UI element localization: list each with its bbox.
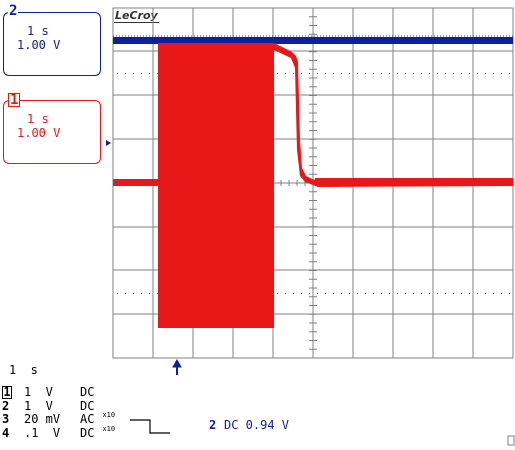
ch1-baseline-right — [315, 178, 513, 186]
channel2-box[interactable] — [3, 12, 101, 76]
ch2-trace — [113, 37, 513, 44]
channel-scale: 1 V — [24, 385, 53, 399]
channel-setting-row: 3 20 mV AC x10 — [2, 411, 116, 427]
channel-scale: 1 V — [24, 398, 53, 413]
channel-setting-row: 2 1 V DC — [2, 399, 94, 413]
channel2-volts: 1.00 V — [17, 38, 61, 52]
ch1-burst — [158, 43, 274, 328]
ch1-baseline-left — [113, 179, 158, 186]
trigger-readout: DC 0.94 V — [224, 418, 290, 432]
channel-scale: .1 V — [24, 425, 61, 440]
channel2-number: 2 — [8, 3, 19, 19]
channel1-number: 1 — [8, 92, 21, 108]
falling-edge-icon — [130, 419, 170, 434]
channel-number: 2 — [2, 398, 10, 413]
channel-setting-row: 4 .1 V DC x10 — [2, 424, 116, 440]
channel-coupling: DC — [80, 398, 95, 413]
timebase-readout: 1 s — [9, 363, 38, 377]
channel1-box[interactable] — [3, 100, 101, 164]
channel-number: 1 — [2, 385, 12, 399]
probe-attenuation: x10 — [102, 411, 116, 419]
lecroy-logo: LeCroy — [114, 9, 159, 23]
trigger-source: 2 — [209, 418, 217, 432]
channel1-timebase: 1 s — [27, 112, 49, 126]
trigger-level-marker — [106, 140, 111, 146]
channel-coupling: AC — [80, 412, 95, 426]
channel-number: 3 — [2, 412, 10, 426]
channel-scale: 20 mV — [24, 412, 61, 426]
channel1-volts: 1.00 V — [17, 126, 61, 140]
channel-number: 4 — [2, 425, 10, 440]
trigger-position-arrow — [172, 358, 182, 375]
channel-coupling: DC — [80, 385, 95, 399]
channel2-timebase: 1 s — [27, 24, 49, 38]
probe-attenuation: x10 — [102, 424, 116, 433]
channel-coupling: DC — [80, 425, 95, 440]
channel-setting-row: 1 1 V DC — [2, 385, 94, 399]
screen-edge-marker — [507, 435, 515, 446]
